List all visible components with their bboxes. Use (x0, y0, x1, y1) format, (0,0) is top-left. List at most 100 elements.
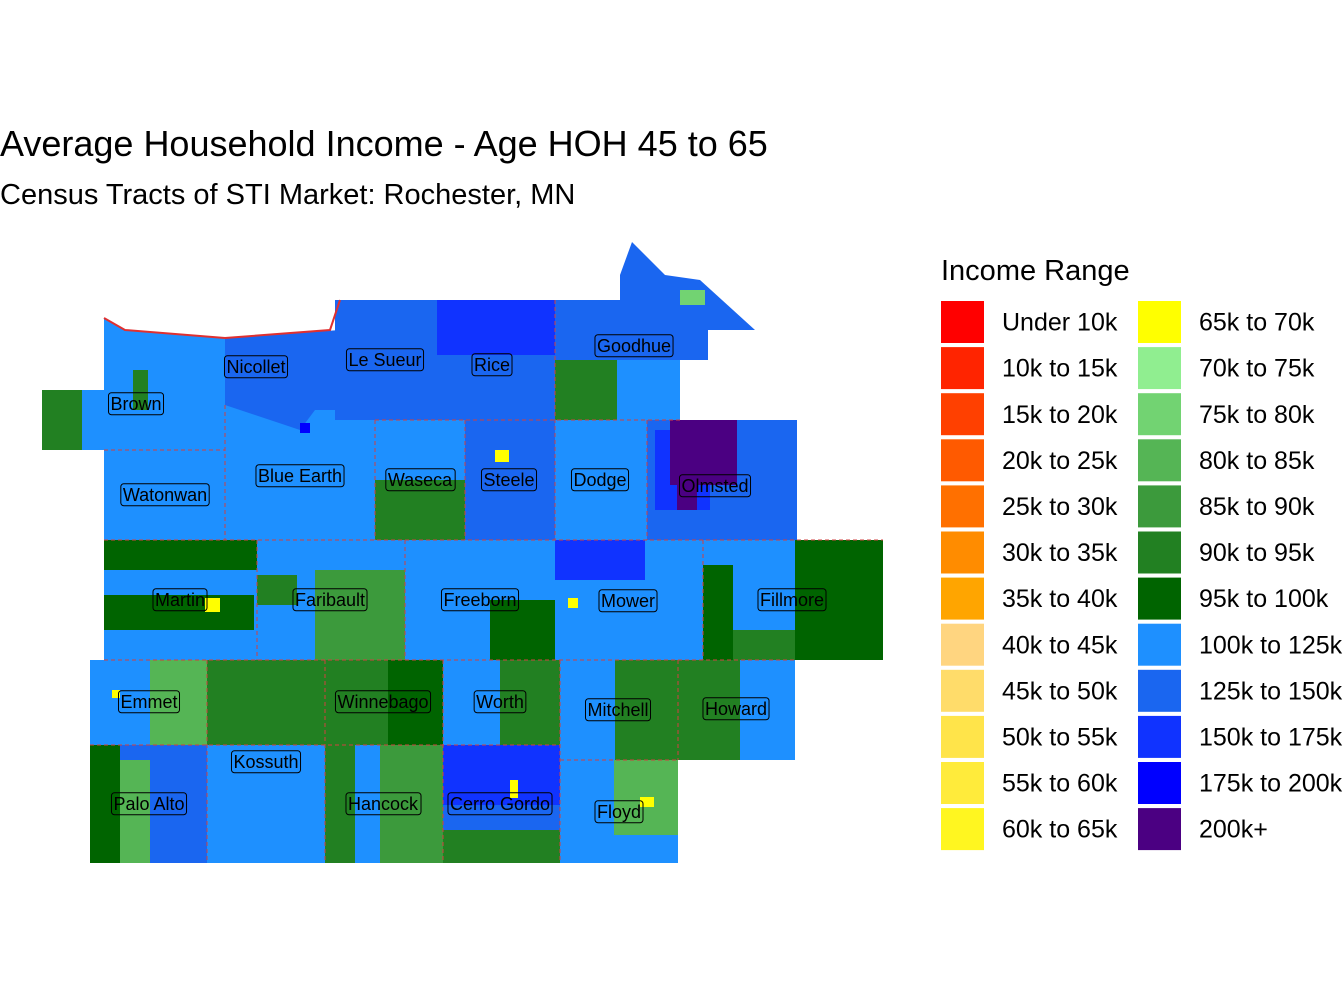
legend-swatch (941, 347, 984, 390)
legend-label: 10k to 15k (1002, 355, 1118, 383)
legend-swatch (941, 393, 984, 436)
legend-label: 125k to 150k (1199, 677, 1343, 705)
legend-swatch (941, 715, 984, 758)
county-label-box (117, 690, 181, 714)
legend: Under 10k 10k to 15k 15k to 20k 20k to 25k 2… (941, 301, 1343, 851)
county-label: Brown (110, 394, 161, 414)
county-label-box (334, 690, 432, 714)
county-label-box (471, 353, 513, 377)
county-label-box (702, 697, 770, 721)
legend-label: 45k to 50k (1002, 677, 1118, 705)
county-label: Le Sueur (348, 350, 421, 370)
legend-label: 75k to 80k (1199, 401, 1315, 429)
legend-label: 70k to 75k (1199, 355, 1315, 383)
legend-label: 30k to 35k (1002, 539, 1118, 567)
legend-label: 200k+ (1199, 816, 1268, 844)
legend-label: Under 10k (1002, 309, 1118, 337)
county-label-box (678, 474, 752, 498)
county-label: Palo Alto (113, 794, 184, 814)
county-label: Winnebago (337, 692, 428, 712)
region-green (42, 290, 883, 863)
legend-label: 90k to 95k (1199, 539, 1315, 567)
county-label: Olmsted (681, 476, 748, 496)
legend-swatch (1138, 439, 1181, 482)
county-label: Nicollet (226, 357, 285, 377)
county-label-box (584, 698, 652, 722)
county-label: Mitchell (587, 700, 648, 720)
county-label: Emmet (120, 692, 177, 712)
county-label-box (570, 468, 630, 492)
county-label-box (345, 348, 425, 372)
legend-swatch (941, 439, 984, 482)
county-label: Kossuth (233, 752, 298, 772)
legend-swatch (941, 301, 984, 343)
county-label: Goodhue (597, 336, 671, 356)
legend-swatch (1138, 301, 1181, 343)
county-label: Howard (705, 699, 767, 719)
legend-swatch (1138, 393, 1181, 436)
county-label-box (473, 690, 527, 714)
legend-swatch (1138, 669, 1181, 712)
legend-swatch (1138, 577, 1181, 620)
county-label-box (480, 468, 538, 492)
county-label: Waseca (388, 470, 453, 490)
legend-swatch (941, 485, 984, 528)
county-label-box (110, 792, 188, 816)
county-label-box (230, 750, 302, 774)
legend-swatch (1138, 485, 1181, 528)
county-label: Mower (601, 591, 655, 611)
legend-label: 40k to 45k (1002, 631, 1118, 659)
legend-swatch (1138, 762, 1181, 804)
county-label-box (223, 355, 289, 379)
county-label-box (447, 792, 553, 816)
county-label-box (152, 588, 208, 612)
county-label: Blue Earth (258, 466, 342, 486)
county-label: Freeborn (443, 590, 516, 610)
legend-swatch (941, 531, 984, 574)
county-label-box (594, 800, 644, 824)
subtitle: Census Tracts of STI Market: Rochester, … (0, 179, 575, 211)
county-label: Steele (483, 470, 534, 490)
county-label-box (292, 588, 368, 612)
legend-label: 80k to 85k (1199, 447, 1315, 475)
legend-label: 20k to 25k (1002, 447, 1118, 475)
legend-label: 150k to 175k (1199, 724, 1343, 752)
county-label-box (345, 792, 422, 816)
map-regions (42, 242, 883, 863)
county-label-box (255, 464, 345, 488)
legend-swatch (1138, 715, 1181, 758)
county-label: Cerro Gordo (450, 794, 550, 814)
legend-swatch (1138, 623, 1181, 666)
county-label: Faribault (295, 590, 365, 610)
legend-label: 55k to 60k (1002, 770, 1118, 798)
legend-swatch (1138, 347, 1181, 390)
county-label-box (757, 588, 827, 612)
county-label: Martin (155, 590, 205, 610)
region-high (300, 300, 737, 805)
county-label-box (594, 334, 674, 358)
legend-label: 35k to 40k (1002, 585, 1118, 613)
county-label-box (120, 483, 210, 507)
county-label: Floyd (597, 802, 641, 822)
legend-label: 50k to 55k (1002, 724, 1118, 752)
legend-title: Income Range (941, 255, 1130, 287)
legend-label: 25k to 30k (1002, 493, 1118, 521)
county-label-box (385, 468, 456, 492)
legend-label: 85k to 90k (1199, 493, 1315, 521)
county-label: Hancock (348, 794, 419, 814)
county-label: Rice (474, 355, 510, 375)
legend-label: 95k to 100k (1199, 585, 1329, 613)
legend-swatch (1138, 808, 1181, 851)
title: Average Household Income - Age HOH 45 to… (0, 123, 768, 164)
legend-swatch (941, 669, 984, 712)
region-yellow (112, 450, 654, 807)
county-label: Worth (476, 692, 524, 712)
county-label: Dodge (573, 470, 626, 490)
legend-swatch (941, 808, 984, 851)
county-label: Watonwan (123, 485, 207, 505)
county-label: Fillmore (760, 590, 824, 610)
legend-swatch (941, 577, 984, 620)
legend-label: 60k to 65k (1002, 816, 1118, 844)
legend-swatch (941, 623, 984, 666)
